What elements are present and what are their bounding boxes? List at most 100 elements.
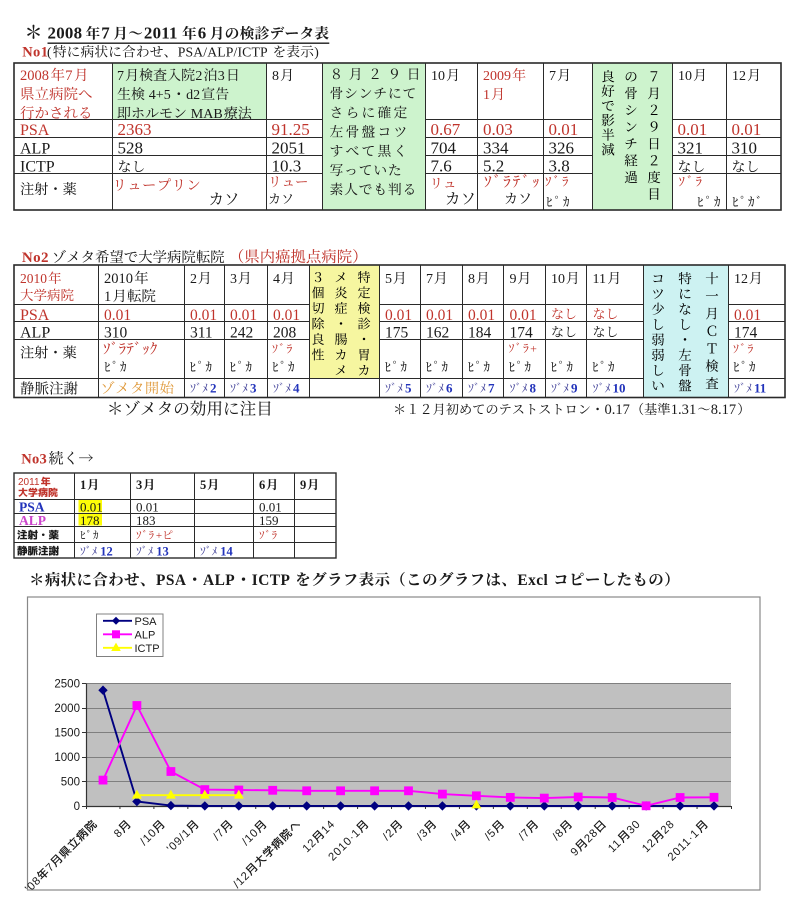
svg-text:0.01: 0.01 (732, 120, 762, 139)
svg-text:10: 10 (678, 69, 692, 84)
svg-text:2010: 2010 (20, 271, 47, 286)
svg-text:2008: 2008 (48, 24, 83, 43)
svg-text:3: 3 (136, 478, 142, 492)
svg-text:12: 12 (732, 69, 746, 84)
svg-text:13: 13 (156, 544, 169, 558)
svg-text:2000: 2000 (54, 703, 80, 715)
svg-text:No1: No1 (22, 45, 48, 61)
svg-text:7: 7 (426, 272, 433, 287)
svg-text:174: 174 (734, 325, 758, 342)
svg-text:242: 242 (230, 325, 253, 342)
svg-text:1: 1 (80, 478, 86, 492)
svg-text:PSA/ALP/ICTP: PSA/ALP/ICTP (178, 45, 271, 60)
svg-text:0.01: 0.01 (136, 500, 159, 515)
svg-text:8: 8 (468, 272, 475, 287)
svg-text:12: 12 (100, 544, 113, 558)
svg-text:10.3: 10.3 (272, 157, 302, 176)
svg-text:7: 7 (117, 69, 124, 84)
svg-text:8.17: 8.17 (711, 402, 736, 418)
svg-text:0.01: 0.01 (549, 120, 579, 139)
svg-text:PSA: PSA (19, 500, 45, 515)
svg-text:311: 311 (190, 325, 213, 342)
svg-text:5: 5 (405, 381, 412, 396)
svg-text:9: 9 (571, 381, 578, 396)
svg-text:ICTP: ICTP (135, 643, 160, 655)
svg-text:8: 8 (272, 69, 279, 84)
svg-text:0.01: 0.01 (104, 307, 131, 324)
svg-text:PSA: PSA (20, 307, 50, 324)
svg-text:310: 310 (104, 325, 128, 342)
svg-text:2010: 2010 (104, 271, 133, 287)
svg-text:500: 500 (61, 777, 80, 789)
svg-text:0.17: 0.17 (605, 402, 630, 418)
svg-text:310: 310 (732, 139, 758, 158)
svg-text:10: 10 (613, 381, 626, 396)
svg-text:4: 4 (273, 272, 280, 287)
svg-text:2: 2 (195, 69, 202, 84)
svg-text:0: 0 (74, 801, 80, 813)
svg-text:+: + (530, 342, 538, 356)
svg-text:3: 3 (218, 69, 225, 84)
svg-text:1000: 1000 (54, 752, 80, 764)
svg-text:162: 162 (426, 325, 449, 342)
svg-text:+: + (156, 530, 162, 542)
svg-text:0.01: 0.01 (259, 500, 282, 515)
svg-text:334: 334 (483, 139, 509, 158)
svg-text:ALP: ALP (135, 629, 156, 641)
svg-text:11: 11 (754, 381, 766, 396)
svg-text:528: 528 (118, 139, 144, 158)
svg-text:1: 1 (483, 88, 490, 103)
svg-text:6: 6 (198, 24, 207, 43)
svg-text:326: 326 (549, 139, 575, 158)
svg-text:3: 3 (230, 272, 237, 287)
svg-text:0.01: 0.01 (468, 307, 495, 324)
svg-text:178: 178 (80, 513, 100, 528)
svg-text:0.03: 0.03 (483, 120, 513, 139)
svg-text:No3: No3 (21, 452, 47, 468)
svg-text:208: 208 (273, 325, 297, 342)
svg-text:3.8: 3.8 (549, 157, 570, 176)
svg-text:0.01: 0.01 (678, 120, 708, 139)
svg-text:7: 7 (101, 24, 110, 43)
svg-text:321: 321 (678, 139, 704, 158)
svg-text:174: 174 (510, 325, 534, 342)
svg-text:1: 1 (104, 289, 111, 305)
svg-text:ICTP: ICTP (252, 572, 294, 589)
svg-text:MAB: MAB (187, 107, 222, 122)
svg-text:PSA: PSA (20, 122, 50, 139)
svg-text:183: 183 (136, 513, 156, 528)
svg-text:6: 6 (259, 478, 265, 492)
svg-text:ALP: ALP (19, 513, 46, 528)
svg-text:1500: 1500 (54, 728, 80, 740)
svg-text:2011: 2011 (144, 24, 178, 43)
svg-text:159: 159 (259, 513, 279, 528)
svg-text:2: 2 (190, 272, 197, 287)
svg-text:2009: 2009 (483, 69, 511, 84)
svg-text:0.67: 0.67 (431, 120, 461, 139)
svg-text:No2: No2 (22, 250, 49, 266)
svg-text:2011: 2011 (18, 477, 40, 488)
svg-text:9: 9 (510, 272, 517, 287)
svg-text:7.6: 7.6 (431, 157, 452, 176)
svg-text:7: 7 (65, 68, 72, 84)
svg-text:ICTP: ICTP (20, 159, 55, 176)
svg-text:10: 10 (551, 272, 565, 287)
svg-text:): ) (314, 45, 319, 61)
svg-text:91.25: 91.25 (272, 120, 310, 139)
svg-text:5: 5 (385, 272, 392, 287)
svg-text:1.31: 1.31 (671, 402, 696, 418)
svg-text:(: ( (47, 45, 52, 61)
svg-text:2: 2 (210, 381, 217, 396)
svg-text:2051: 2051 (272, 139, 306, 158)
svg-text:10: 10 (431, 69, 445, 84)
svg-text:5: 5 (200, 478, 206, 492)
svg-text:0.01: 0.01 (80, 500, 103, 515)
svg-text:PSA: PSA (156, 572, 186, 589)
svg-text:6: 6 (446, 381, 453, 396)
svg-text:2008: 2008 (20, 68, 49, 84)
svg-text:2500: 2500 (54, 679, 80, 691)
svg-text:0.01: 0.01 (734, 307, 761, 324)
svg-text:0.01: 0.01 (426, 307, 453, 324)
svg-text:4: 4 (293, 381, 300, 396)
svg-text:2363: 2363 (118, 120, 152, 139)
